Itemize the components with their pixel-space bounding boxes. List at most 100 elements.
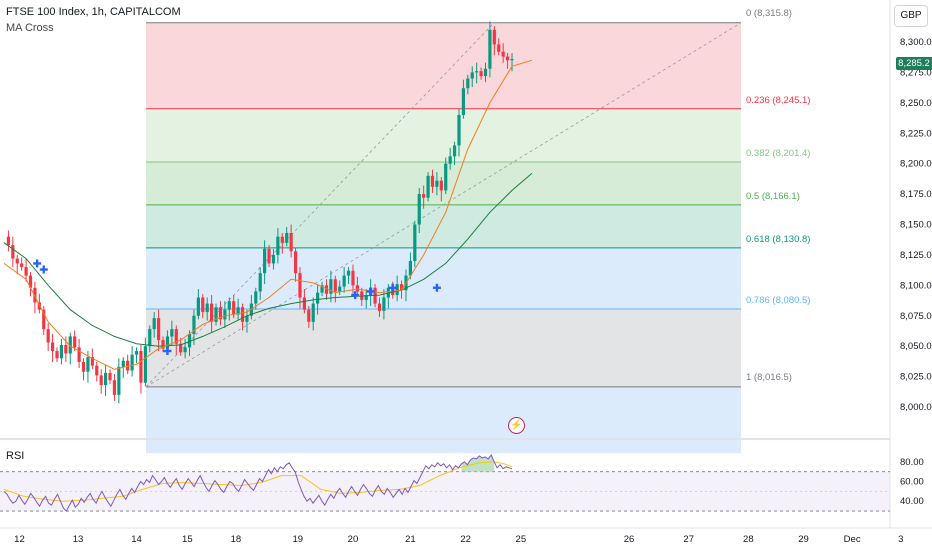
candle	[126, 354, 130, 375]
fib-zone-6	[146, 386, 741, 454]
candle-body	[90, 357, 94, 366]
candle	[483, 62, 488, 83]
candle	[59, 338, 64, 365]
time-tick-label: 21	[405, 534, 416, 545]
candle	[139, 344, 143, 394]
candle-body	[28, 275, 33, 288]
candle-body	[307, 309, 311, 322]
candle-body	[466, 78, 470, 89]
candle-body	[11, 245, 15, 259]
candle	[408, 252, 412, 280]
candle	[280, 233, 284, 254]
candle	[435, 172, 439, 196]
candle	[289, 224, 293, 258]
candle-body	[20, 263, 24, 268]
time-axis[interactable]: 1213141518192021222526272829Dec34	[0, 527, 932, 545]
candle	[214, 303, 218, 326]
candle-body	[435, 180, 439, 187]
candle	[157, 309, 161, 352]
candle-body	[95, 365, 99, 376]
candle-body	[510, 59, 514, 61]
rsi-pane[interactable]: 80.00 60.00 40.00	[0, 454, 924, 512]
rsi-label[interactable]: RSI	[6, 450, 25, 462]
candle-body	[444, 163, 448, 191]
candle-body	[42, 309, 46, 330]
candle	[466, 74, 470, 95]
candle-body	[192, 315, 196, 334]
candle	[236, 298, 240, 321]
candle	[223, 301, 227, 328]
price-axis[interactable]: 8,300.0 8,275.0 8,250.0 8,225.0 8,200.0 8,175…	[0, 0, 932, 528]
candle-body	[152, 318, 156, 330]
candle-body	[50, 342, 55, 352]
candle-body	[479, 71, 483, 77]
candle-body	[245, 315, 249, 322]
candle	[46, 323, 50, 352]
candle	[218, 301, 223, 326]
candle-body	[430, 175, 435, 187]
candle-body	[382, 297, 386, 311]
candle-body	[426, 175, 430, 198]
fib-zone-2	[146, 161, 741, 205]
time-tick-label: 19	[292, 534, 303, 545]
candle	[201, 293, 205, 319]
price-tick-label: 8,125.0	[900, 250, 932, 261]
candle-body	[338, 286, 342, 292]
candle	[240, 303, 245, 331]
candle-body	[64, 344, 68, 354]
candle-body	[254, 291, 258, 304]
candle	[346, 267, 351, 285]
candle-body	[170, 329, 174, 337]
indicator-label[interactable]: MA Cross	[6, 22, 54, 34]
fibonacci-retracement[interactable]	[146, 22, 741, 454]
candle-body	[218, 307, 223, 320]
candle-body	[448, 156, 452, 164]
candle	[492, 26, 496, 56]
time-tick-label: 14	[131, 534, 142, 545]
candle	[95, 361, 99, 382]
candle	[15, 254, 19, 275]
candle-body	[267, 248, 271, 264]
fib-zone-1	[146, 108, 741, 162]
candle-body	[276, 236, 280, 255]
price-tick-label: 8,050.0	[900, 341, 932, 352]
fib-label-0.618: 0.618 (8,130.8)	[746, 234, 810, 245]
rsi-tick-label: 40.00	[900, 496, 924, 507]
time-tick-label: 26	[624, 534, 635, 545]
candle-body	[134, 351, 139, 355]
symbol-title[interactable]: FTSE 100 Index, 1h, CAPITALCOM	[6, 6, 181, 18]
fib-label-0.236: 0.236 (8,245.1)	[746, 95, 810, 106]
candle	[386, 284, 390, 309]
price-tick-label: 8,200.0	[900, 159, 932, 170]
candle-body	[73, 336, 77, 348]
candle	[258, 267, 262, 300]
candle-body	[196, 297, 200, 316]
cross-marker	[33, 259, 42, 268]
candle	[99, 369, 103, 394]
candle	[311, 297, 315, 331]
lightning-icon[interactable]: ⚡	[508, 417, 525, 434]
time-tick-label: 3	[898, 534, 903, 545]
fib-label-0.786: 0.786 (8,080.5)	[746, 295, 810, 306]
fib-label-1: 1 (8,016.5)	[746, 372, 792, 383]
candle	[505, 52, 510, 69]
time-tick-label: Dec	[844, 534, 861, 545]
candle-body	[417, 194, 421, 225]
currency-button[interactable]: GBP	[894, 5, 928, 27]
candle-body	[311, 303, 315, 322]
candle-body	[399, 284, 404, 291]
candle-body	[342, 275, 346, 287]
candle-body	[179, 343, 183, 353]
candle	[417, 188, 421, 234]
candle-body	[501, 51, 505, 57]
fibonacci-levels	[146, 22, 741, 388]
candle-body	[130, 354, 134, 371]
candle-body	[470, 72, 474, 79]
candle-body	[324, 285, 329, 294]
candle	[329, 270, 333, 303]
candle	[452, 141, 457, 165]
candle	[470, 66, 474, 88]
candle-body	[227, 301, 231, 310]
candle-body	[492, 29, 496, 45]
